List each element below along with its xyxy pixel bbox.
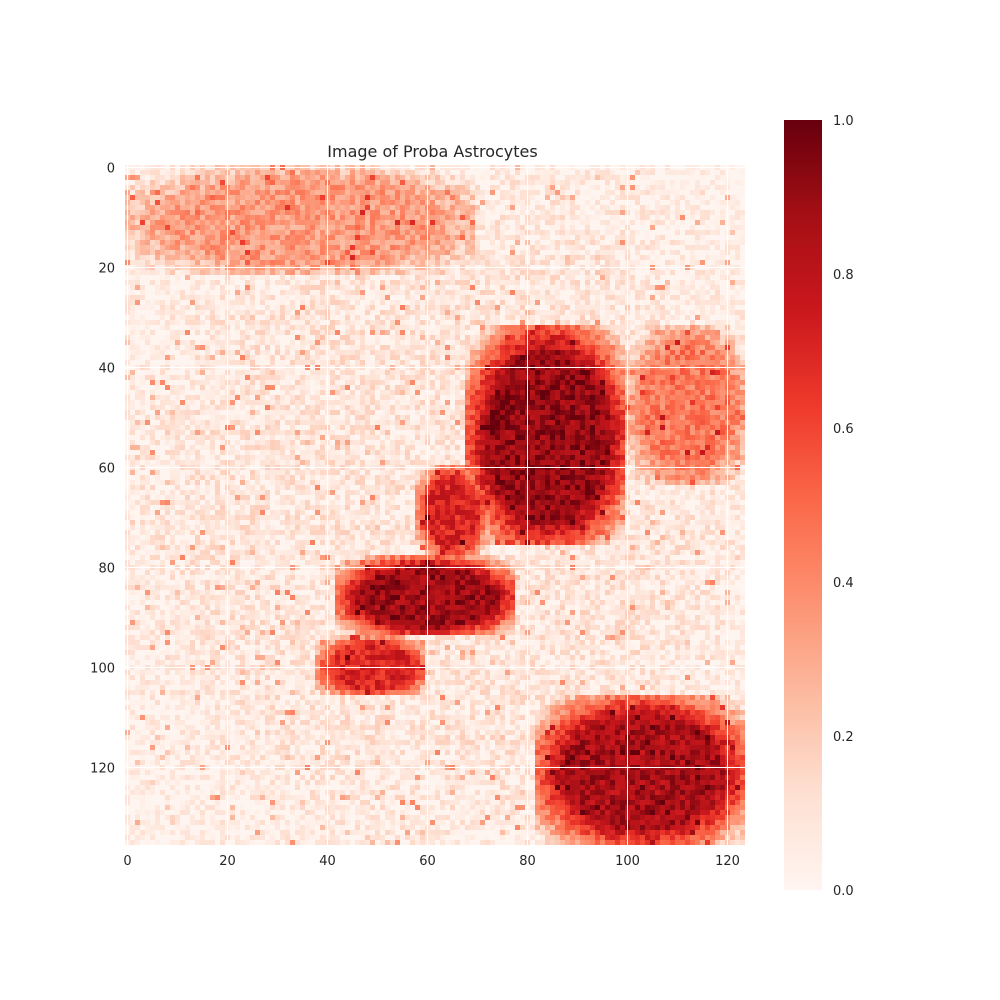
colorbar-tick-label: 0.2 [833, 730, 854, 745]
x-tick-label: 40 [319, 854, 336, 869]
chart-title: Image of Proba Astrocytes [327, 142, 537, 161]
y-tick-label: 100 [90, 662, 115, 677]
y-tick-label: 60 [98, 462, 115, 477]
heatmap-canvas-wrapper [125, 165, 745, 845]
x-tick-label: 0 [123, 854, 131, 869]
y-tick-label: 40 [98, 362, 115, 377]
y-axis-ticks: 0 20 40 60 80 100 120 [90, 162, 115, 777]
x-tick-label: 100 [615, 854, 640, 869]
colorbar-tick-label: 0.0 [833, 884, 854, 899]
y-tick-label: 120 [90, 762, 115, 777]
x-axis-ticks: 0 20 40 60 80 100 120 [123, 854, 740, 869]
x-tick-label: 60 [419, 854, 436, 869]
grid-lines [125, 165, 745, 845]
x-tick-label: 20 [219, 854, 236, 869]
colorbar [784, 120, 822, 890]
colorbar-ticks: 0.0 0.2 0.4 0.6 0.8 1.0 [833, 114, 854, 899]
colorbar-tick-label: 0.8 [833, 268, 854, 283]
colorbar-tick-label: 1.0 [833, 114, 854, 129]
colorbar-tick-label: 0.4 [833, 576, 854, 591]
y-tick-label: 80 [98, 562, 115, 577]
x-tick-label: 120 [715, 854, 740, 869]
y-tick-label: 20 [98, 262, 115, 277]
colorbar-tick-label: 0.6 [833, 422, 854, 437]
x-tick-label: 80 [519, 854, 536, 869]
y-tick-label: 0 [107, 162, 115, 177]
heatmap-cells [125, 165, 745, 845]
